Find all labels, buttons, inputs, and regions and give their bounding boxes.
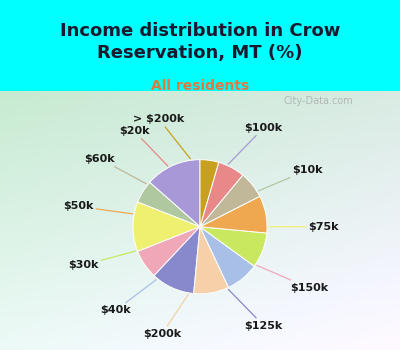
- Wedge shape: [194, 227, 228, 294]
- Text: $50k: $50k: [63, 201, 132, 214]
- Text: > $200k: > $200k: [134, 114, 190, 159]
- Text: $10k: $10k: [258, 165, 323, 191]
- Text: $125k: $125k: [228, 289, 283, 331]
- Text: $60k: $60k: [85, 154, 146, 184]
- Wedge shape: [133, 202, 200, 251]
- Text: $150k: $150k: [257, 265, 328, 293]
- Text: Income distribution in Crow
Reservation, MT (%): Income distribution in Crow Reservation,…: [60, 22, 340, 62]
- Wedge shape: [200, 227, 267, 266]
- Text: $40k: $40k: [100, 280, 156, 315]
- Text: $20k: $20k: [119, 126, 168, 166]
- Text: $200k: $200k: [143, 294, 188, 339]
- Wedge shape: [154, 227, 200, 294]
- Wedge shape: [200, 196, 267, 233]
- Text: All residents: All residents: [151, 79, 249, 93]
- Wedge shape: [138, 182, 200, 227]
- Wedge shape: [200, 175, 260, 227]
- Text: $75k: $75k: [269, 222, 339, 232]
- Wedge shape: [200, 227, 254, 287]
- Wedge shape: [200, 162, 243, 227]
- Wedge shape: [138, 227, 200, 276]
- Wedge shape: [150, 160, 200, 227]
- Wedge shape: [200, 160, 219, 227]
- Text: $30k: $30k: [68, 251, 136, 270]
- Text: $100k: $100k: [228, 123, 283, 164]
- Text: City-Data.com: City-Data.com: [284, 96, 353, 106]
